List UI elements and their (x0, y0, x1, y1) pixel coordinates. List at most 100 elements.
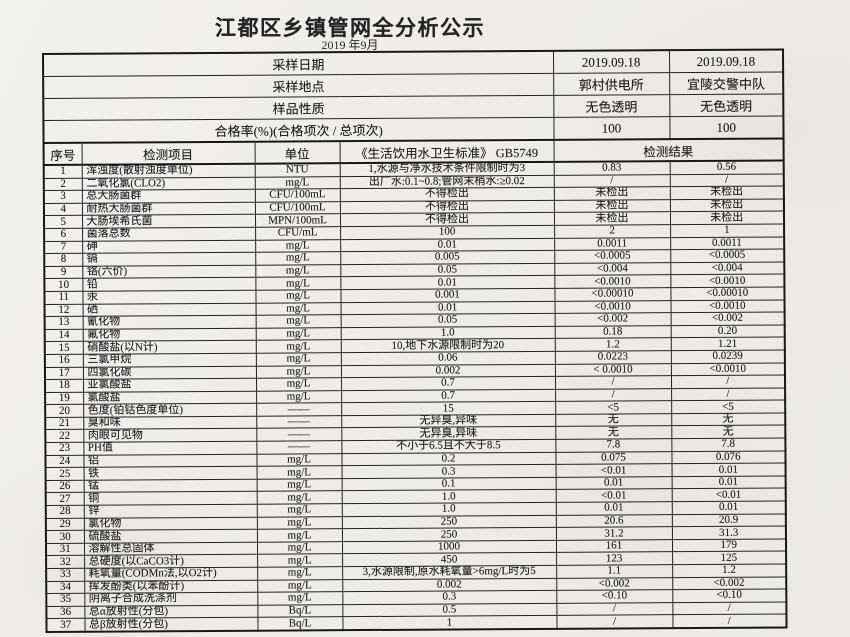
cell-item: 亚氯酸盐 (82, 378, 257, 392)
cell-item: 浑浊度(散射浊度单位) (81, 163, 255, 178)
cell-result-1: 0.0223 (554, 350, 671, 364)
cell-result-1: 2 (554, 224, 671, 238)
cell-no: 3 (43, 190, 82, 204)
cell-unit: mg/L (256, 478, 342, 492)
cell-no: 12 (44, 303, 83, 317)
cell-unit: —— (256, 415, 342, 429)
cell-unit: mg/L (255, 264, 341, 278)
cell-item: PH值 (83, 441, 257, 455)
cell-result-1: 未检出 (554, 212, 671, 226)
cell-item: 砷 (82, 239, 256, 254)
cell-item: 总α放射性(分包) (84, 604, 258, 619)
cell-unit: mg/L (256, 465, 342, 480)
cell-unit: mg/L (255, 327, 341, 341)
cell-no: 24 (45, 454, 84, 468)
info-label: 样品性质 (43, 95, 554, 121)
cell-no: 36 (46, 606, 85, 619)
cell-unit: mg/L (255, 339, 341, 354)
cell-result-1: <0.10 (556, 589, 673, 604)
cell-result-1: <0.01 (555, 489, 672, 503)
cell-item: 挥发酚类(以苯酚计) (84, 579, 258, 594)
cell-unit: mg/L (256, 516, 342, 530)
cell-unit: mg/L (255, 352, 341, 366)
cell-item: 菌落总数 (82, 227, 256, 241)
cell-item: 铁 (83, 466, 257, 481)
cell-result-2: 0.56 (669, 160, 784, 175)
info-value: 2019.09.18 (553, 50, 670, 74)
cell-result-1: <0.01 (555, 463, 672, 478)
cell-unit: mg/L (255, 377, 342, 391)
cell-result-1: <0.0005 (554, 249, 671, 264)
cell-result-2: 1.21 (670, 337, 785, 351)
table-info-section: 采样日期 2019.09.18 2019.09.18 采样地点 郭村供电所 宜陵… (43, 49, 784, 165)
cell-result-1: 31.2 (555, 526, 672, 541)
cell-result-2: 0.076 (671, 450, 786, 464)
cell-item: 铬(六价) (82, 264, 256, 279)
cell-item: 氟化物 (82, 327, 256, 342)
cell-item: 镉 (82, 252, 256, 267)
cell-item: 溶解性总固体 (83, 542, 258, 556)
cell-no: 27 (45, 492, 84, 506)
cell-result-2: / (671, 387, 786, 401)
info-value: 郭村供电所 (553, 72, 670, 96)
page-title: 江都区乡镇管网全分析公示 (215, 17, 485, 40)
cell-unit: mg/L (257, 566, 343, 580)
cell-no: 30 (45, 530, 84, 544)
cell-unit: mg/L (257, 554, 343, 568)
cell-item: 总大肠菌群 (81, 189, 255, 204)
cell-result-2: 0.01 (671, 463, 786, 477)
cell-unit: —— (256, 402, 342, 417)
cell-unit: mg/L (257, 591, 343, 605)
cell-no: 37 (46, 618, 85, 632)
col-header-result: 检测结果 (553, 138, 784, 162)
page-subtitle: 2019 年9月 (321, 38, 379, 52)
cell-item: 铝 (83, 453, 257, 468)
cell-no: 15 (44, 341, 83, 355)
cell-no: 11 (44, 291, 83, 305)
cell-item: 大肠埃希氏菌 (81, 214, 256, 229)
cell-item: 硝酸盐(以N计) (82, 340, 256, 355)
cell-no: 14 (44, 328, 83, 342)
cell-no: 34 (46, 580, 85, 594)
cell-no: 17 (44, 366, 83, 380)
cell-result-1: <5 (555, 400, 672, 415)
cell-result-1: 0.0011 (554, 237, 671, 251)
cell-result-1: 无 (555, 413, 672, 427)
cell-item: 二氧化氯(CLO2) (81, 176, 255, 191)
cell-item: 锰 (83, 479, 257, 493)
cell-item: 硒 (82, 302, 256, 317)
cell-result-2: 31.3 (671, 526, 786, 540)
cell-no: 22 (45, 429, 84, 443)
cell-result-1: 未检出 (553, 186, 670, 201)
info-value: 2019.09.18 (669, 49, 784, 73)
cell-unit: mg/L (255, 251, 341, 265)
cell-unit: mg/L (256, 528, 342, 543)
cell-result-1: <0.00010 (554, 287, 671, 301)
cell-no: 10 (44, 278, 83, 292)
cell-item: 三氯甲烷 (82, 353, 256, 367)
cell-no: 5 (43, 215, 83, 229)
cell-no: 6 (44, 228, 83, 242)
cell-no: 20 (45, 404, 84, 418)
cell-result-2: <0.0010 (670, 274, 785, 288)
cell-result-2: 1.2 (672, 563, 787, 578)
cell-result-1: 20.6 (555, 514, 672, 528)
cell-result-2: <0.10 (672, 589, 787, 603)
cell-result-1: <0.0010 (554, 300, 671, 314)
cell-no: 28 (45, 505, 84, 519)
cell-result-2: 125 (672, 551, 787, 565)
cell-result-2: 179 (671, 538, 787, 553)
info-value: 100 (553, 116, 670, 140)
cell-no: 31 (45, 543, 85, 556)
cell-result-2: <0.002 (670, 312, 785, 326)
cell-result-1: 0.18 (554, 325, 671, 339)
cell-result-2: 0.01 (671, 475, 786, 490)
cell-result-1: 0.83 (553, 161, 670, 175)
cell-item: 总硬度(以CaCO3计) (84, 554, 258, 569)
cell-item: 耗氧量(CODMn法,以O2计) (84, 567, 258, 581)
info-label: 采样地点 (43, 73, 554, 99)
cell-result-1: 0.075 (555, 451, 672, 465)
cell-result-1: < 0.0010 (554, 363, 671, 377)
col-header-unit: 单位 (254, 141, 340, 164)
